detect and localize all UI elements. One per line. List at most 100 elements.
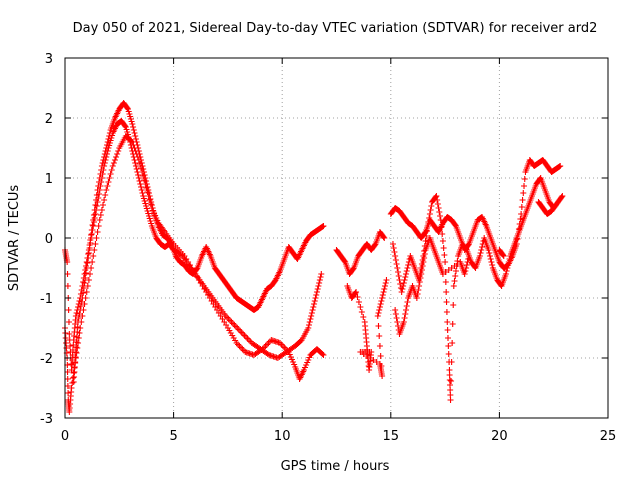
data-point: [103, 187, 110, 193]
data-point: [310, 304, 317, 310]
data-point: [111, 157, 118, 163]
data-point: [357, 304, 364, 310]
x-tick-label: 15: [383, 429, 400, 444]
data-point: [227, 317, 234, 324]
data-point: [75, 335, 82, 341]
data-point: [376, 343, 383, 349]
data-point: [311, 301, 318, 307]
data-point: [394, 319, 401, 325]
data-point: [308, 313, 315, 319]
x-tick-label: 10: [274, 429, 291, 444]
data-point: [104, 148, 111, 154]
data-point: [505, 262, 512, 268]
data-point: [104, 183, 111, 189]
data-point: [377, 353, 384, 359]
data-point: [85, 250, 92, 256]
data-point: [108, 167, 115, 173]
data-point: [134, 154, 141, 160]
data-point: [367, 355, 374, 361]
data-point: [463, 265, 470, 271]
data-point: [136, 178, 143, 184]
data-point: [319, 351, 326, 357]
data-point: [375, 323, 382, 329]
data-point: [376, 307, 383, 313]
data-point: [463, 246, 470, 252]
data-point: [146, 197, 153, 203]
data-point: [341, 258, 348, 264]
data-point: [360, 351, 367, 357]
data-point: [462, 268, 469, 274]
data-point: [91, 247, 98, 253]
data-point: [426, 215, 433, 221]
data-point: [98, 179, 105, 185]
data-point: [81, 301, 88, 307]
axis-ticks: [64, 57, 609, 419]
data-point: [101, 163, 108, 169]
data-point: [448, 378, 455, 384]
y-tick-label: 3: [45, 52, 53, 67]
data-point: [73, 350, 80, 356]
data-point: [97, 183, 104, 189]
data-point: [305, 325, 312, 331]
data-point: [237, 344, 244, 351]
y-tick-labels: -3 -2 -1 0 1 2 3: [40, 52, 53, 427]
data-point: [129, 139, 136, 145]
data-point: [519, 197, 526, 203]
data-point: [244, 335, 251, 342]
data-point: [235, 341, 242, 348]
data-point: [320, 223, 327, 229]
data-point: [80, 279, 87, 285]
x-tick-label: 0: [61, 429, 69, 444]
y-tick-label: 1: [45, 172, 53, 187]
data-point: [132, 163, 139, 169]
data-point: [379, 295, 386, 301]
data-point: [354, 294, 361, 300]
data-point: [521, 183, 528, 189]
data-point: [486, 253, 493, 259]
data-point: [102, 192, 109, 198]
data-point: [398, 289, 405, 295]
data-point: [318, 271, 325, 277]
data-point: [313, 292, 320, 298]
data-point: [419, 263, 426, 269]
data-point: [476, 253, 483, 259]
data-point: [95, 223, 102, 229]
data-point: [440, 245, 447, 251]
data-point: [69, 380, 76, 386]
data-point: [393, 315, 400, 321]
data-point: [130, 127, 137, 133]
data-point: [424, 223, 431, 229]
data-point: [85, 277, 92, 283]
data-point: [93, 203, 100, 209]
data-point: [375, 310, 382, 316]
data-point: [442, 279, 449, 285]
data-point: [93, 207, 100, 213]
data-point: [477, 250, 484, 256]
data-point: [414, 291, 421, 297]
data-point: [133, 151, 140, 157]
data-point: [82, 270, 89, 276]
data-point: [70, 370, 77, 376]
data-point: [68, 385, 75, 391]
data-point: [395, 273, 402, 279]
data-point: [378, 363, 385, 369]
data-point: [428, 203, 435, 209]
data-point: [107, 171, 114, 177]
data-point: [141, 177, 148, 183]
data-point: [380, 234, 387, 240]
data-point: [193, 266, 200, 272]
data-point: [400, 280, 407, 286]
data-point: [418, 271, 425, 277]
data-point: [313, 289, 320, 295]
data-point: [444, 335, 451, 341]
data-point: [559, 193, 566, 199]
data-point: [137, 181, 144, 187]
data-point: [84, 283, 91, 289]
data-point: [401, 277, 408, 283]
data-point: [100, 167, 107, 173]
data-point: [90, 212, 97, 218]
data-point: [392, 311, 399, 317]
data-point: [124, 105, 131, 111]
y-tick-label: -3: [40, 412, 53, 427]
